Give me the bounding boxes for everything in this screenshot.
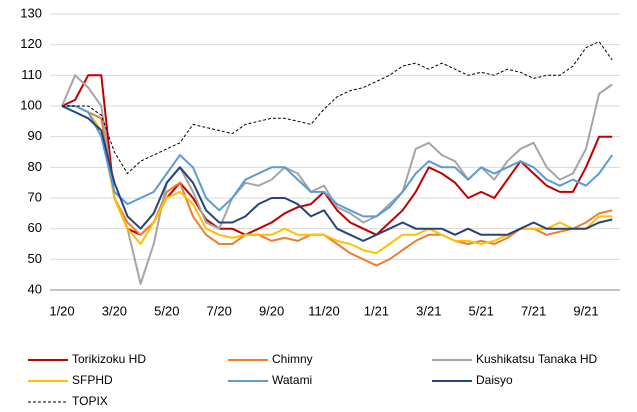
y-tick-label: 70 [28, 189, 42, 204]
y-tick-label: 90 [28, 128, 42, 143]
legend: Torikizoku HD Chimny Kushikatsu Tanaka HD S… [28, 352, 598, 408]
x-tick-label: 9/21 [573, 303, 598, 318]
legend-label: Daisyo [476, 373, 513, 387]
y-tick-label: 130 [20, 5, 42, 20]
y-tick-label: 80 [28, 159, 42, 174]
y-tick-label: 110 [21, 67, 42, 82]
x-tick-label: 5/21 [469, 303, 494, 318]
series-line [61, 105, 613, 242]
x-tick-label: 7/20 [207, 303, 232, 318]
legend-label: Kushikatsu Tanaka HD [476, 352, 598, 366]
x-tick-label: 1/21 [364, 303, 389, 318]
x-tick-label: 1/20 [49, 303, 74, 318]
x-tick-label: 3/20 [102, 303, 127, 318]
x-tick-label: 3/21 [416, 303, 441, 318]
series-line [61, 74, 613, 236]
series-line [62, 105, 614, 218]
legend-label: Torikizoku HD [72, 352, 146, 366]
x-tick-label: 7/21 [521, 303, 546, 318]
legend-label: SFPHD [72, 373, 113, 387]
y-tick-label: 100 [20, 97, 42, 112]
y-tick-label: 60 [28, 220, 42, 235]
y-tick-label: 50 [28, 251, 42, 266]
x-tick-label: 5/20 [154, 303, 179, 318]
legend-label: Chimny [272, 352, 313, 366]
y-tick-label: 40 [28, 281, 42, 296]
legend-label: Watami [272, 373, 312, 387]
x-tick-label: 11/20 [308, 303, 340, 318]
y-tick-label: 120 [20, 36, 42, 51]
series-line [61, 74, 613, 285]
series-line [62, 41, 613, 174]
x-tick-label: 9/20 [259, 303, 284, 318]
legend-label: TOPIX [72, 394, 108, 408]
